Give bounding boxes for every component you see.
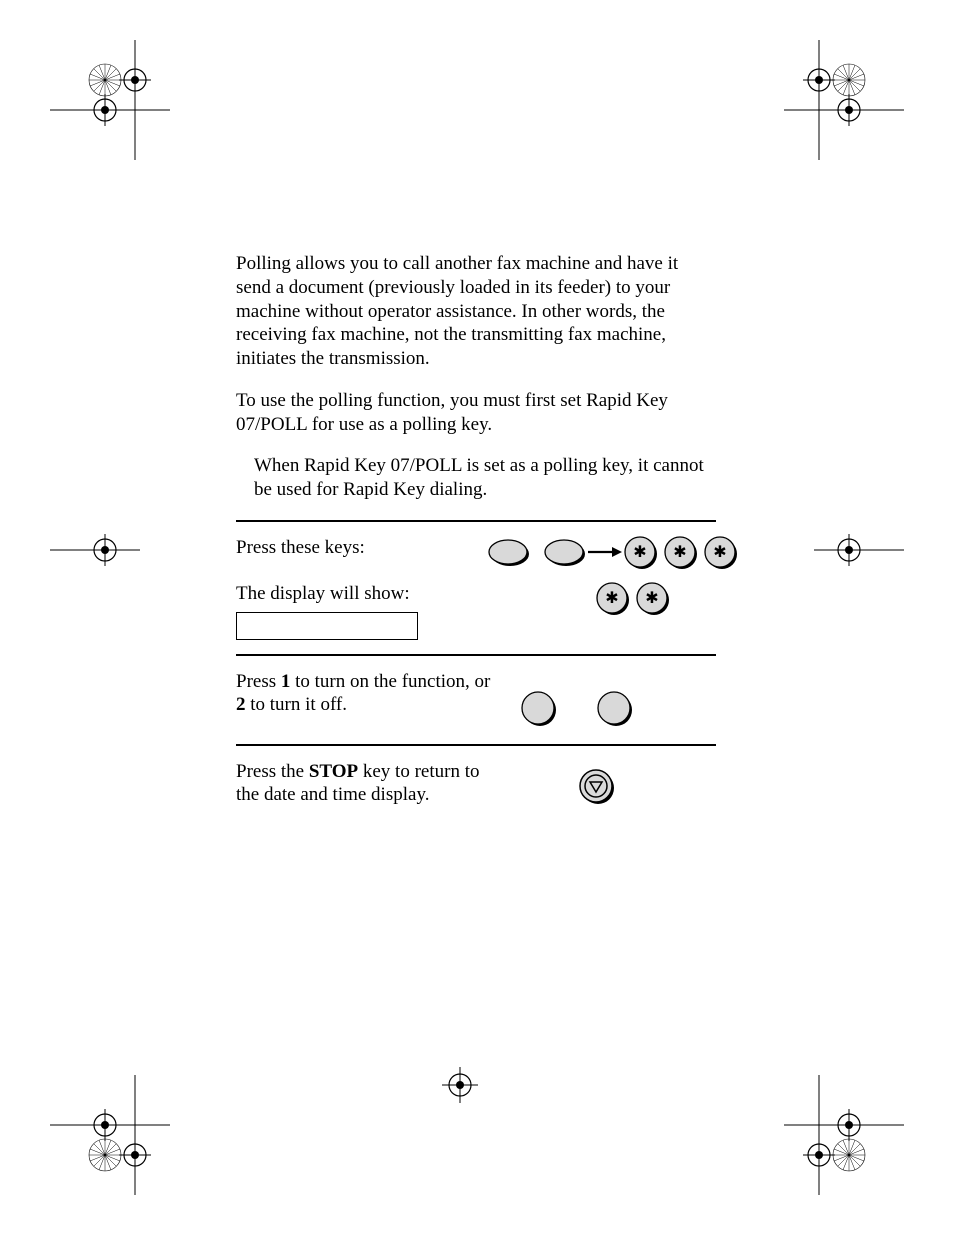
- crop-mark-bottom-right: [784, 1075, 904, 1195]
- svg-text:✱: ✱: [605, 590, 618, 607]
- note-paragraph: When Rapid Key 07/POLL is set as a polli…: [236, 454, 716, 502]
- crop-mark-bottom-center: [430, 1055, 490, 1175]
- step1-line2: The display will show:: [236, 582, 486, 606]
- step1-keys-row2: ✱ ✱: [486, 582, 716, 618]
- s2-key1: 1: [281, 671, 291, 692]
- s2-key2: 2: [236, 694, 246, 715]
- step1-keys-row1: ✱ ✱ ✱: [486, 536, 766, 572]
- s2-post: to turn it off.: [246, 694, 348, 715]
- step-3: Press the STOP key to return to the date…: [236, 746, 716, 822]
- step-1: Press these keys: ✱ ✱ ✱: [236, 522, 716, 654]
- step2-keys: [496, 670, 716, 730]
- stop-key-icon: [576, 766, 616, 806]
- crop-mark-mid-left: [50, 520, 140, 640]
- svg-text:✱: ✱: [645, 590, 658, 607]
- s3-key: STOP: [309, 761, 358, 782]
- s3-pre: Press the: [236, 761, 309, 782]
- s2-pre: Press: [236, 671, 281, 692]
- crop-mark-top-left: [50, 40, 170, 160]
- crop-mark-top-right: [784, 40, 904, 160]
- svg-text:✱: ✱: [713, 544, 726, 561]
- step-2: Press 1 to turn on the function, or 2 to…: [236, 656, 716, 744]
- step1-line1: Press these keys:: [236, 536, 486, 560]
- intro-paragraph-2: To use the polling function, you must fi…: [236, 389, 716, 437]
- display-box: [236, 612, 418, 640]
- crop-mark-mid-right: [814, 520, 904, 640]
- page-content: Polling allows you to call another fax m…: [236, 252, 716, 821]
- crop-mark-bottom-left: [50, 1075, 170, 1195]
- s2-mid: to turn on the function, or: [290, 671, 490, 692]
- svg-text:✱: ✱: [673, 544, 686, 561]
- intro-paragraph-1: Polling allows you to call another fax m…: [236, 252, 716, 371]
- step3-key: [496, 760, 716, 806]
- svg-text:✱: ✱: [633, 544, 646, 561]
